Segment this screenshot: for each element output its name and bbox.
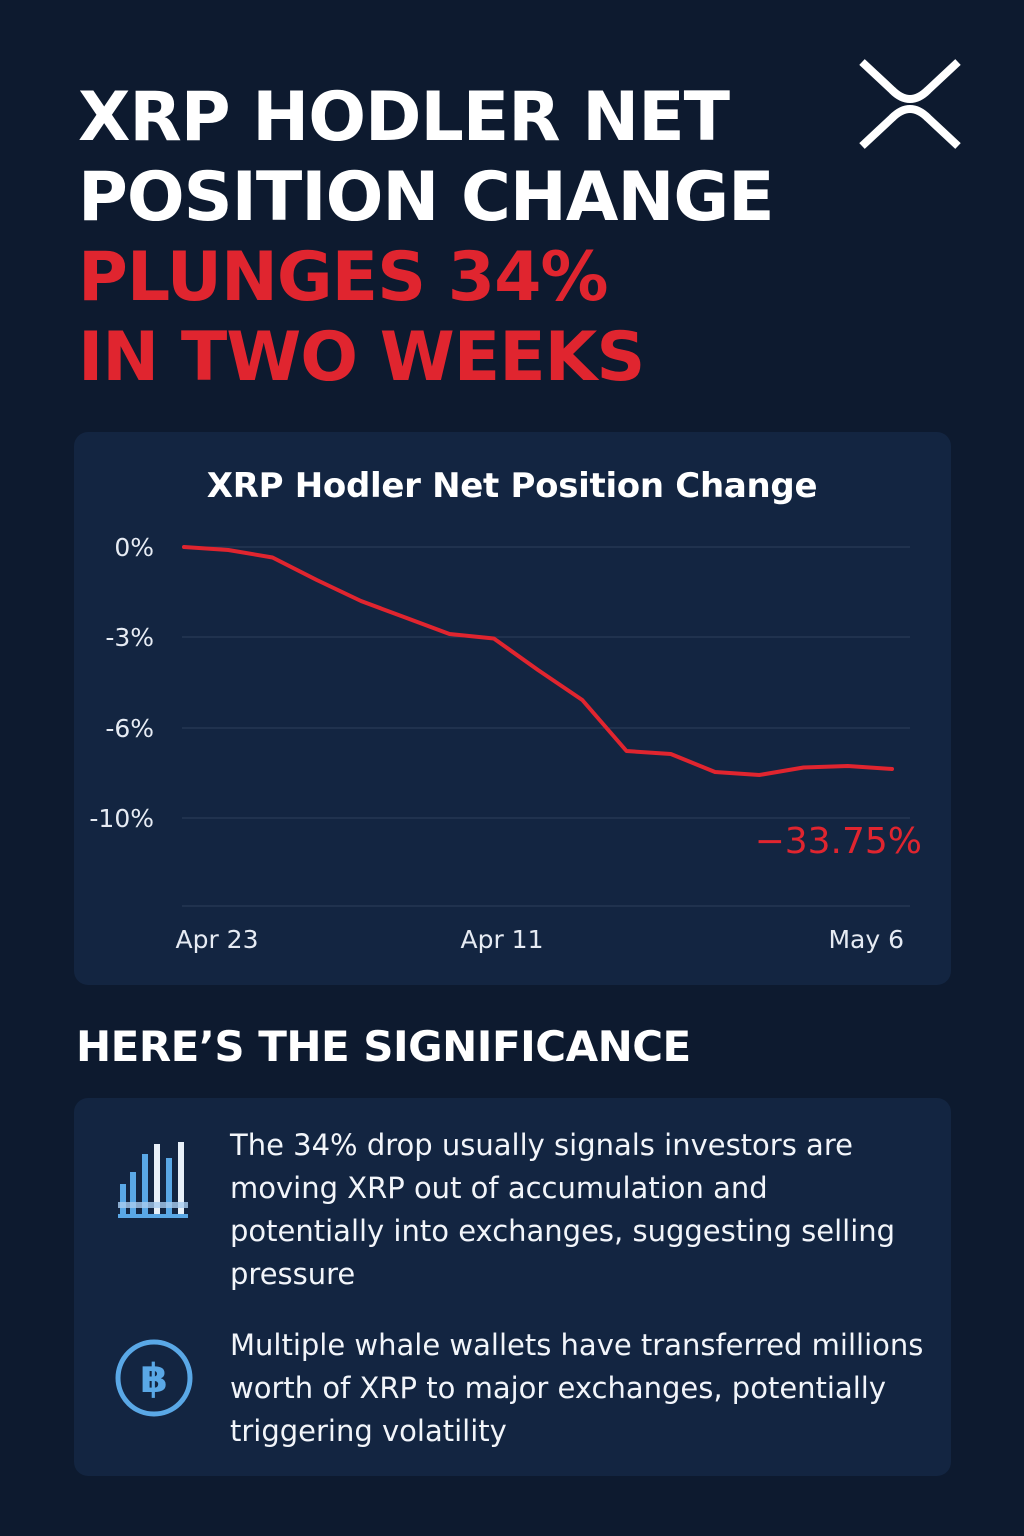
significance-item-text: Multiple whale wallets have transferred … bbox=[230, 1328, 924, 1448]
line-chart: 0% -3% -6% -10% Apr 23 Apr 11 May 6 −33.75% bbox=[89, 533, 922, 954]
y-tick-label: 0% bbox=[114, 533, 154, 562]
bitcoin-icon: ฿ bbox=[115, 1339, 193, 1417]
xrp-logo-icon bbox=[859, 59, 961, 149]
y-tick-label: -3% bbox=[105, 623, 154, 652]
chart-title: XRP Hodler Net Position Change bbox=[206, 466, 818, 506]
headline-line-4: IN TWO WEEKS bbox=[78, 318, 645, 397]
headline-line-2: POSITION CHANGE bbox=[78, 158, 775, 237]
end-value-label: −33.75% bbox=[755, 821, 922, 862]
x-tick-label: Apr 11 bbox=[460, 925, 543, 954]
significance-heading: HERE’S THE SIGNIFICANCE bbox=[76, 1022, 691, 1071]
significance-item-text: The 34% drop usually signals investors a… bbox=[230, 1128, 896, 1291]
series-line bbox=[182, 545, 894, 777]
svg-text:฿: ฿ bbox=[140, 1356, 168, 1402]
headline-line-3: PLUNGES 34% bbox=[78, 238, 609, 317]
chart-card bbox=[74, 432, 951, 985]
significance-card bbox=[74, 1098, 951, 1476]
x-tick-label: May 6 bbox=[828, 925, 904, 954]
headline: XRP HODLER NET POSITION CHANGE PLUNGES 3… bbox=[78, 78, 838, 398]
headline-line-1: XRP HODLER NET bbox=[78, 78, 730, 157]
bar-chart-icon bbox=[118, 1142, 188, 1218]
x-tick-label: Apr 23 bbox=[175, 925, 258, 954]
y-tick-label: -6% bbox=[105, 714, 154, 743]
y-tick-label: -10% bbox=[89, 804, 154, 833]
